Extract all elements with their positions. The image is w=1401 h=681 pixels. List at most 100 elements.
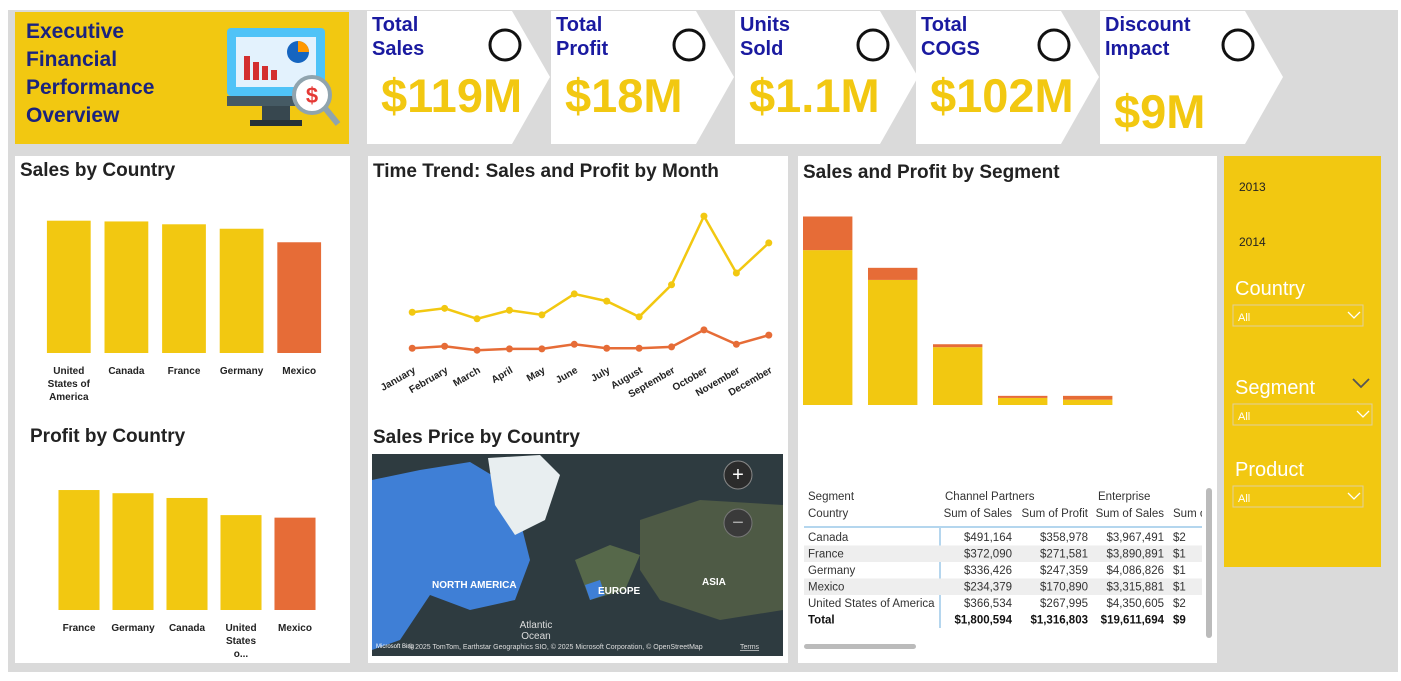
dashboard-title: Executive Financial Performance Overview: [26, 20, 154, 127]
kpi-card: [735, 11, 918, 144]
cell: $19,611,694: [1101, 615, 1165, 627]
point: [570, 340, 578, 348]
kpi-card: [1100, 11, 1283, 144]
kpi-icon: [672, 28, 706, 62]
map-terms[interactable]: Terms: [740, 644, 760, 651]
x-tick-label: Mexico: [282, 366, 316, 377]
row-header: Segment: [808, 491, 855, 503]
row-label: Mexico: [808, 582, 844, 594]
bar: [219, 228, 264, 353]
slicer-label: Product: [1235, 459, 1304, 481]
x-tick-label: France: [63, 623, 96, 634]
cell: $1: [1173, 582, 1186, 594]
kpi-title: Total Profit: [556, 14, 609, 60]
bar: [46, 220, 91, 353]
point: [408, 344, 416, 352]
dropdown[interactable]: [1232, 485, 1364, 508]
kpi-value: $119M: [381, 69, 522, 122]
stacked-bar: [868, 279, 918, 405]
kpi-icon: [856, 28, 890, 62]
row-label: United States of America: [808, 598, 935, 610]
scrollbar[interactable]: [804, 644, 916, 649]
map-attribution: © 2025 TomTom, Earthstar Geographics SIO…: [408, 643, 703, 651]
dropdown[interactable]: [1232, 304, 1364, 327]
row-band: [804, 578, 1202, 595]
point: [538, 311, 546, 319]
map: + −: [372, 454, 783, 656]
kpi-card: [367, 11, 550, 144]
cell: $267,995: [1040, 598, 1088, 610]
column-header: Sum of Sales: [1096, 508, 1165, 520]
point: [473, 346, 481, 354]
year-option[interactable]: 2013: [1239, 180, 1266, 194]
x-tick-label: Canada: [108, 366, 145, 377]
map-title: Sales Price by Country: [373, 427, 580, 448]
point: [473, 315, 481, 323]
row-label: Germany: [808, 565, 856, 577]
point: [732, 340, 740, 348]
svg-text:−: −: [732, 512, 744, 534]
column-group: Enterprise: [1098, 491, 1150, 503]
row-label: France: [808, 549, 844, 561]
kpi-value: $9M: [1114, 85, 1205, 138]
cell: $491,164: [964, 532, 1013, 544]
scrollbar[interactable]: [1206, 488, 1212, 638]
dropdown[interactable]: [1232, 403, 1373, 426]
dropdown-value: All: [1238, 312, 1250, 324]
x-tick-label: United States o...: [225, 623, 256, 660]
x-tick-label: Canada: [169, 623, 206, 634]
map-logo: Microsoft Bing: [376, 644, 414, 650]
point: [765, 331, 773, 339]
map-label: Atlantic: [520, 620, 553, 631]
column-header: Sum of Profit: [1022, 508, 1089, 520]
x-tick-label: United States of America: [48, 366, 91, 403]
chart-title: Sales and Profit by Segment: [803, 162, 1060, 183]
line: [412, 213, 770, 321]
point: [441, 304, 449, 312]
point: [700, 326, 708, 334]
x-tick-label: Germany: [220, 366, 264, 377]
line: [412, 328, 770, 352]
cell: $336,426: [964, 565, 1012, 577]
kpi-title: Total Sales: [372, 14, 424, 60]
x-tick-label: Germany: [111, 623, 155, 634]
column-header: Sum o: [1173, 508, 1206, 520]
point: [505, 345, 513, 353]
matrix-table: Segment Country Channel Partners Enterprise…: [804, 491, 1206, 628]
cell: $2: [1173, 532, 1186, 544]
map-label: NORTH AMERICA: [432, 580, 517, 591]
stacked-bar: [933, 344, 983, 348]
title-illustration: $: [227, 28, 341, 126]
cell: $4,350,605: [1106, 598, 1164, 610]
cell: $247,359: [1040, 565, 1088, 577]
cell: $358,978: [1040, 532, 1088, 544]
x-tick-label: France: [168, 366, 201, 377]
row-label: Total: [808, 615, 835, 627]
kpi-icon: [1221, 28, 1255, 62]
kpi-icon: [1037, 28, 1071, 62]
cell: $1,316,803: [1030, 615, 1088, 627]
kpi-value: $102M: [930, 69, 1074, 122]
kpi-title: Units Sold: [740, 14, 790, 60]
point: [570, 290, 578, 298]
bar: [220, 515, 262, 610]
point: [441, 342, 449, 350]
chart-title: Time Trend: Sales and Profit by Month: [373, 161, 719, 182]
bar: [58, 490, 100, 610]
slicer-panel: [1224, 156, 1381, 567]
collapse-chevron[interactable]: [1352, 378, 1370, 389]
kpi-value: $1.1M: [749, 69, 880, 122]
stacked-bar: [998, 395, 1048, 398]
svg-text:+: +: [732, 464, 744, 486]
cell: $1,800,594: [954, 615, 1012, 627]
stacked-bar: [803, 216, 853, 251]
cell: $1: [1173, 565, 1186, 577]
cell: $234,379: [964, 582, 1012, 594]
point: [668, 281, 676, 289]
bar: [104, 221, 149, 353]
stacked-bar: [998, 397, 1048, 405]
cell: $3,890,891: [1106, 549, 1164, 561]
year-option[interactable]: 2014: [1239, 235, 1266, 249]
